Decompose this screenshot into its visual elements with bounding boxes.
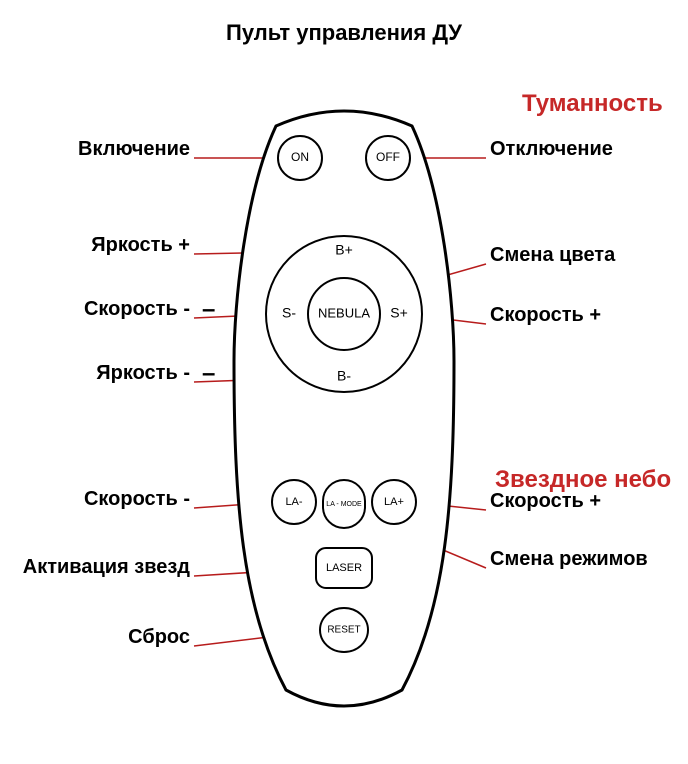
button-la-minus: LA- [272, 480, 316, 524]
button-on: ON [278, 136, 322, 180]
callout-la-minus: Скорость - [84, 488, 190, 511]
page-title: Пульт управления ДУ [0, 20, 688, 46]
button-la-plus: LA+ [372, 480, 416, 524]
svg-text:LASER: LASER [326, 562, 362, 574]
svg-text:ON: ON [291, 150, 309, 164]
button-laser: LASER [316, 548, 372, 588]
button-la-mode: LA - MODE [323, 480, 365, 528]
callout-off: Отключение [490, 138, 613, 161]
callout-laser: Активация звезд [23, 556, 190, 579]
button-off: OFF [366, 136, 410, 180]
button-reset: RESET [320, 608, 368, 652]
callout-b-minus: Яркость - [96, 362, 190, 385]
button-dpad: NEBULA B+ B- S- S+ [266, 236, 422, 392]
callout-s-plus: Скорость + [490, 304, 601, 327]
section-heading-nebula: Туманность [522, 90, 663, 118]
callout-on: Включение [78, 138, 190, 161]
svg-text:LA - MODE: LA - MODE [326, 501, 362, 508]
svg-text:LA-: LA- [285, 496, 302, 508]
svg-text:OFF: OFF [376, 150, 400, 164]
callout-reset: Сброс [128, 626, 190, 649]
svg-text:S-: S- [282, 305, 296, 321]
svg-text:S+: S+ [390, 305, 408, 321]
callout-s-minus: Скорость - [84, 298, 190, 321]
extra-minus-1: – [202, 296, 215, 324]
callout-la-plus: Скорость + [490, 490, 601, 513]
svg-text:NEBULA: NEBULA [318, 305, 370, 320]
callout-b-plus: Яркость + [91, 234, 190, 257]
extra-minus-2: – [202, 360, 215, 388]
svg-text:RESET: RESET [327, 625, 360, 636]
callout-nebula: Смена цвета [490, 244, 615, 267]
svg-text:B-: B- [337, 368, 351, 384]
callout-la-mode: Смена режимов [490, 548, 648, 571]
svg-text:LA+: LA+ [384, 496, 404, 508]
svg-text:B+: B+ [335, 242, 353, 258]
